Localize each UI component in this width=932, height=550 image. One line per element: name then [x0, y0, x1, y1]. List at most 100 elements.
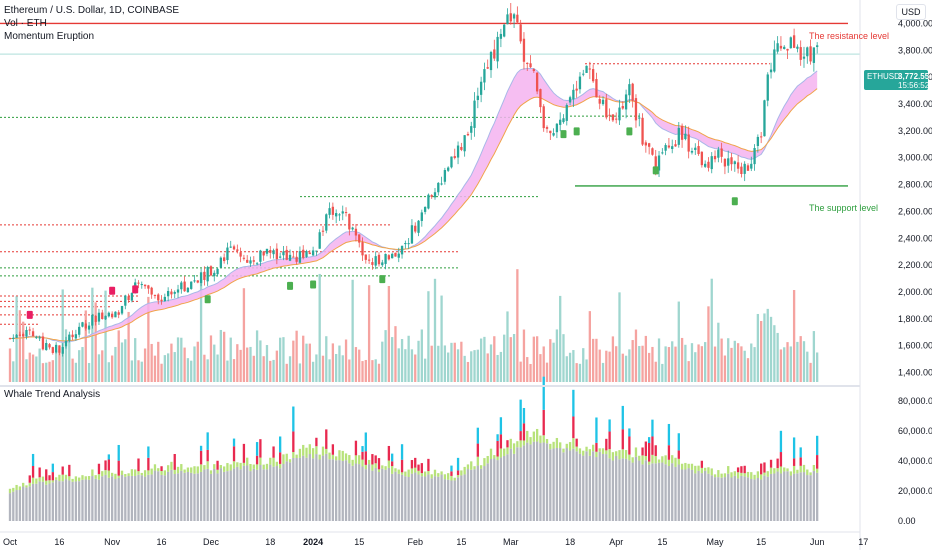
candle-body[interactable]: [506, 14, 509, 25]
candle-body[interactable]: [199, 272, 203, 284]
candle-body[interactable]: [285, 249, 288, 260]
candle-body[interactable]: [219, 257, 223, 268]
candle-body[interactable]: [404, 243, 407, 245]
candle-body[interactable]: [203, 271, 206, 280]
candle-body[interactable]: [769, 69, 773, 73]
candle-body[interactable]: [450, 156, 453, 168]
candle-body[interactable]: [526, 62, 529, 65]
candle-body[interactable]: [628, 84, 631, 96]
candle-body[interactable]: [545, 127, 549, 129]
candle-body[interactable]: [295, 256, 298, 262]
candle-body[interactable]: [456, 145, 460, 158]
candle-body[interactable]: [549, 130, 552, 134]
candle-body[interactable]: [730, 157, 733, 165]
candle-body[interactable]: [605, 99, 608, 118]
candle-body[interactable]: [562, 118, 565, 123]
candle-body[interactable]: [78, 326, 81, 335]
candle-body[interactable]: [532, 69, 535, 72]
candle-body[interactable]: [753, 148, 756, 165]
candle-body[interactable]: [358, 234, 361, 243]
candle-body[interactable]: [447, 167, 450, 171]
candle-body[interactable]: [94, 315, 97, 322]
candle-body[interactable]: [335, 213, 338, 217]
candle-body[interactable]: [680, 125, 684, 140]
candle-body[interactable]: [394, 252, 397, 257]
candle-body[interactable]: [387, 255, 391, 260]
candle-body[interactable]: [255, 263, 259, 265]
candle-body[interactable]: [677, 127, 680, 145]
buy-signal-marker[interactable]: [310, 280, 317, 289]
candle-body[interactable]: [61, 347, 64, 354]
candle-body[interactable]: [71, 334, 74, 338]
candle-body[interactable]: [671, 146, 674, 149]
candle-body[interactable]: [433, 192, 437, 198]
candle-body[interactable]: [516, 14, 519, 23]
buy-signal-marker[interactable]: [652, 166, 659, 175]
candle-body[interactable]: [657, 155, 661, 171]
candle-body[interactable]: [786, 48, 789, 51]
sell-signal-marker[interactable]: [132, 285, 139, 294]
candle-body[interactable]: [611, 114, 615, 121]
candle-body[interactable]: [420, 212, 423, 221]
candle-body[interactable]: [486, 67, 489, 69]
candle-body[interactable]: [305, 251, 308, 257]
candle-body[interactable]: [802, 56, 806, 59]
candle-body[interactable]: [473, 100, 476, 128]
candle-body[interactable]: [684, 133, 687, 140]
candle-body[interactable]: [559, 119, 562, 125]
candle-body[interactable]: [479, 81, 483, 95]
candle-body[interactable]: [315, 250, 318, 252]
candle-body[interactable]: [414, 225, 417, 232]
candle-body[interactable]: [522, 38, 526, 62]
candle-body[interactable]: [120, 305, 124, 314]
candle-body[interactable]: [8, 338, 12, 340]
candle-body[interactable]: [147, 285, 150, 289]
candle-body[interactable]: [22, 334, 25, 337]
candle-body[interactable]: [407, 243, 410, 245]
candle-body[interactable]: [153, 294, 157, 296]
candle-body[interactable]: [799, 47, 802, 60]
candle-body[interactable]: [31, 331, 35, 337]
candle-body[interactable]: [568, 97, 572, 103]
candle-body[interactable]: [249, 260, 252, 264]
candle-body[interactable]: [575, 88, 578, 91]
candle-body[interactable]: [595, 79, 598, 98]
candle-body[interactable]: [216, 268, 219, 275]
candle-body[interactable]: [654, 156, 657, 172]
sell-signal-marker[interactable]: [109, 286, 116, 295]
candle-body[interactable]: [644, 142, 648, 146]
candle-body[interactable]: [170, 291, 173, 295]
candle-body[interactable]: [321, 230, 325, 232]
candle-body[interactable]: [190, 281, 193, 289]
candle-body[interactable]: [68, 334, 71, 341]
candle-body[interactable]: [242, 257, 246, 259]
candle-body[interactable]: [391, 253, 394, 259]
candle-body[interactable]: [638, 117, 641, 119]
candle-body[interactable]: [348, 213, 351, 230]
candle-body[interactable]: [476, 95, 479, 101]
candle-body[interactable]: [667, 145, 671, 148]
candle-body[interactable]: [647, 143, 651, 147]
candle-body[interactable]: [213, 272, 216, 277]
candle-body[interactable]: [84, 323, 87, 329]
candle-body[interactable]: [483, 69, 486, 83]
candle-body[interactable]: [756, 136, 760, 146]
candle-body[interactable]: [48, 344, 51, 348]
candle-body[interactable]: [789, 37, 792, 49]
candle-body[interactable]: [489, 51, 493, 71]
candle-body[interactable]: [539, 89, 542, 108]
candle-body[interactable]: [496, 36, 499, 62]
candle-body[interactable]: [298, 251, 302, 263]
candle-body[interactable]: [173, 291, 176, 294]
sell-signal-marker[interactable]: [26, 310, 33, 319]
candle-body[interactable]: [364, 254, 367, 260]
candle-body[interactable]: [621, 106, 624, 109]
candle-body[interactable]: [578, 76, 582, 90]
candle-body[interactable]: [157, 294, 160, 301]
candle-body[interactable]: [608, 114, 611, 116]
candle-body[interactable]: [400, 245, 404, 255]
candle-body[interactable]: [440, 183, 443, 185]
candle-body[interactable]: [572, 89, 575, 100]
candle-body[interactable]: [664, 145, 667, 151]
candle-body[interactable]: [81, 322, 84, 327]
